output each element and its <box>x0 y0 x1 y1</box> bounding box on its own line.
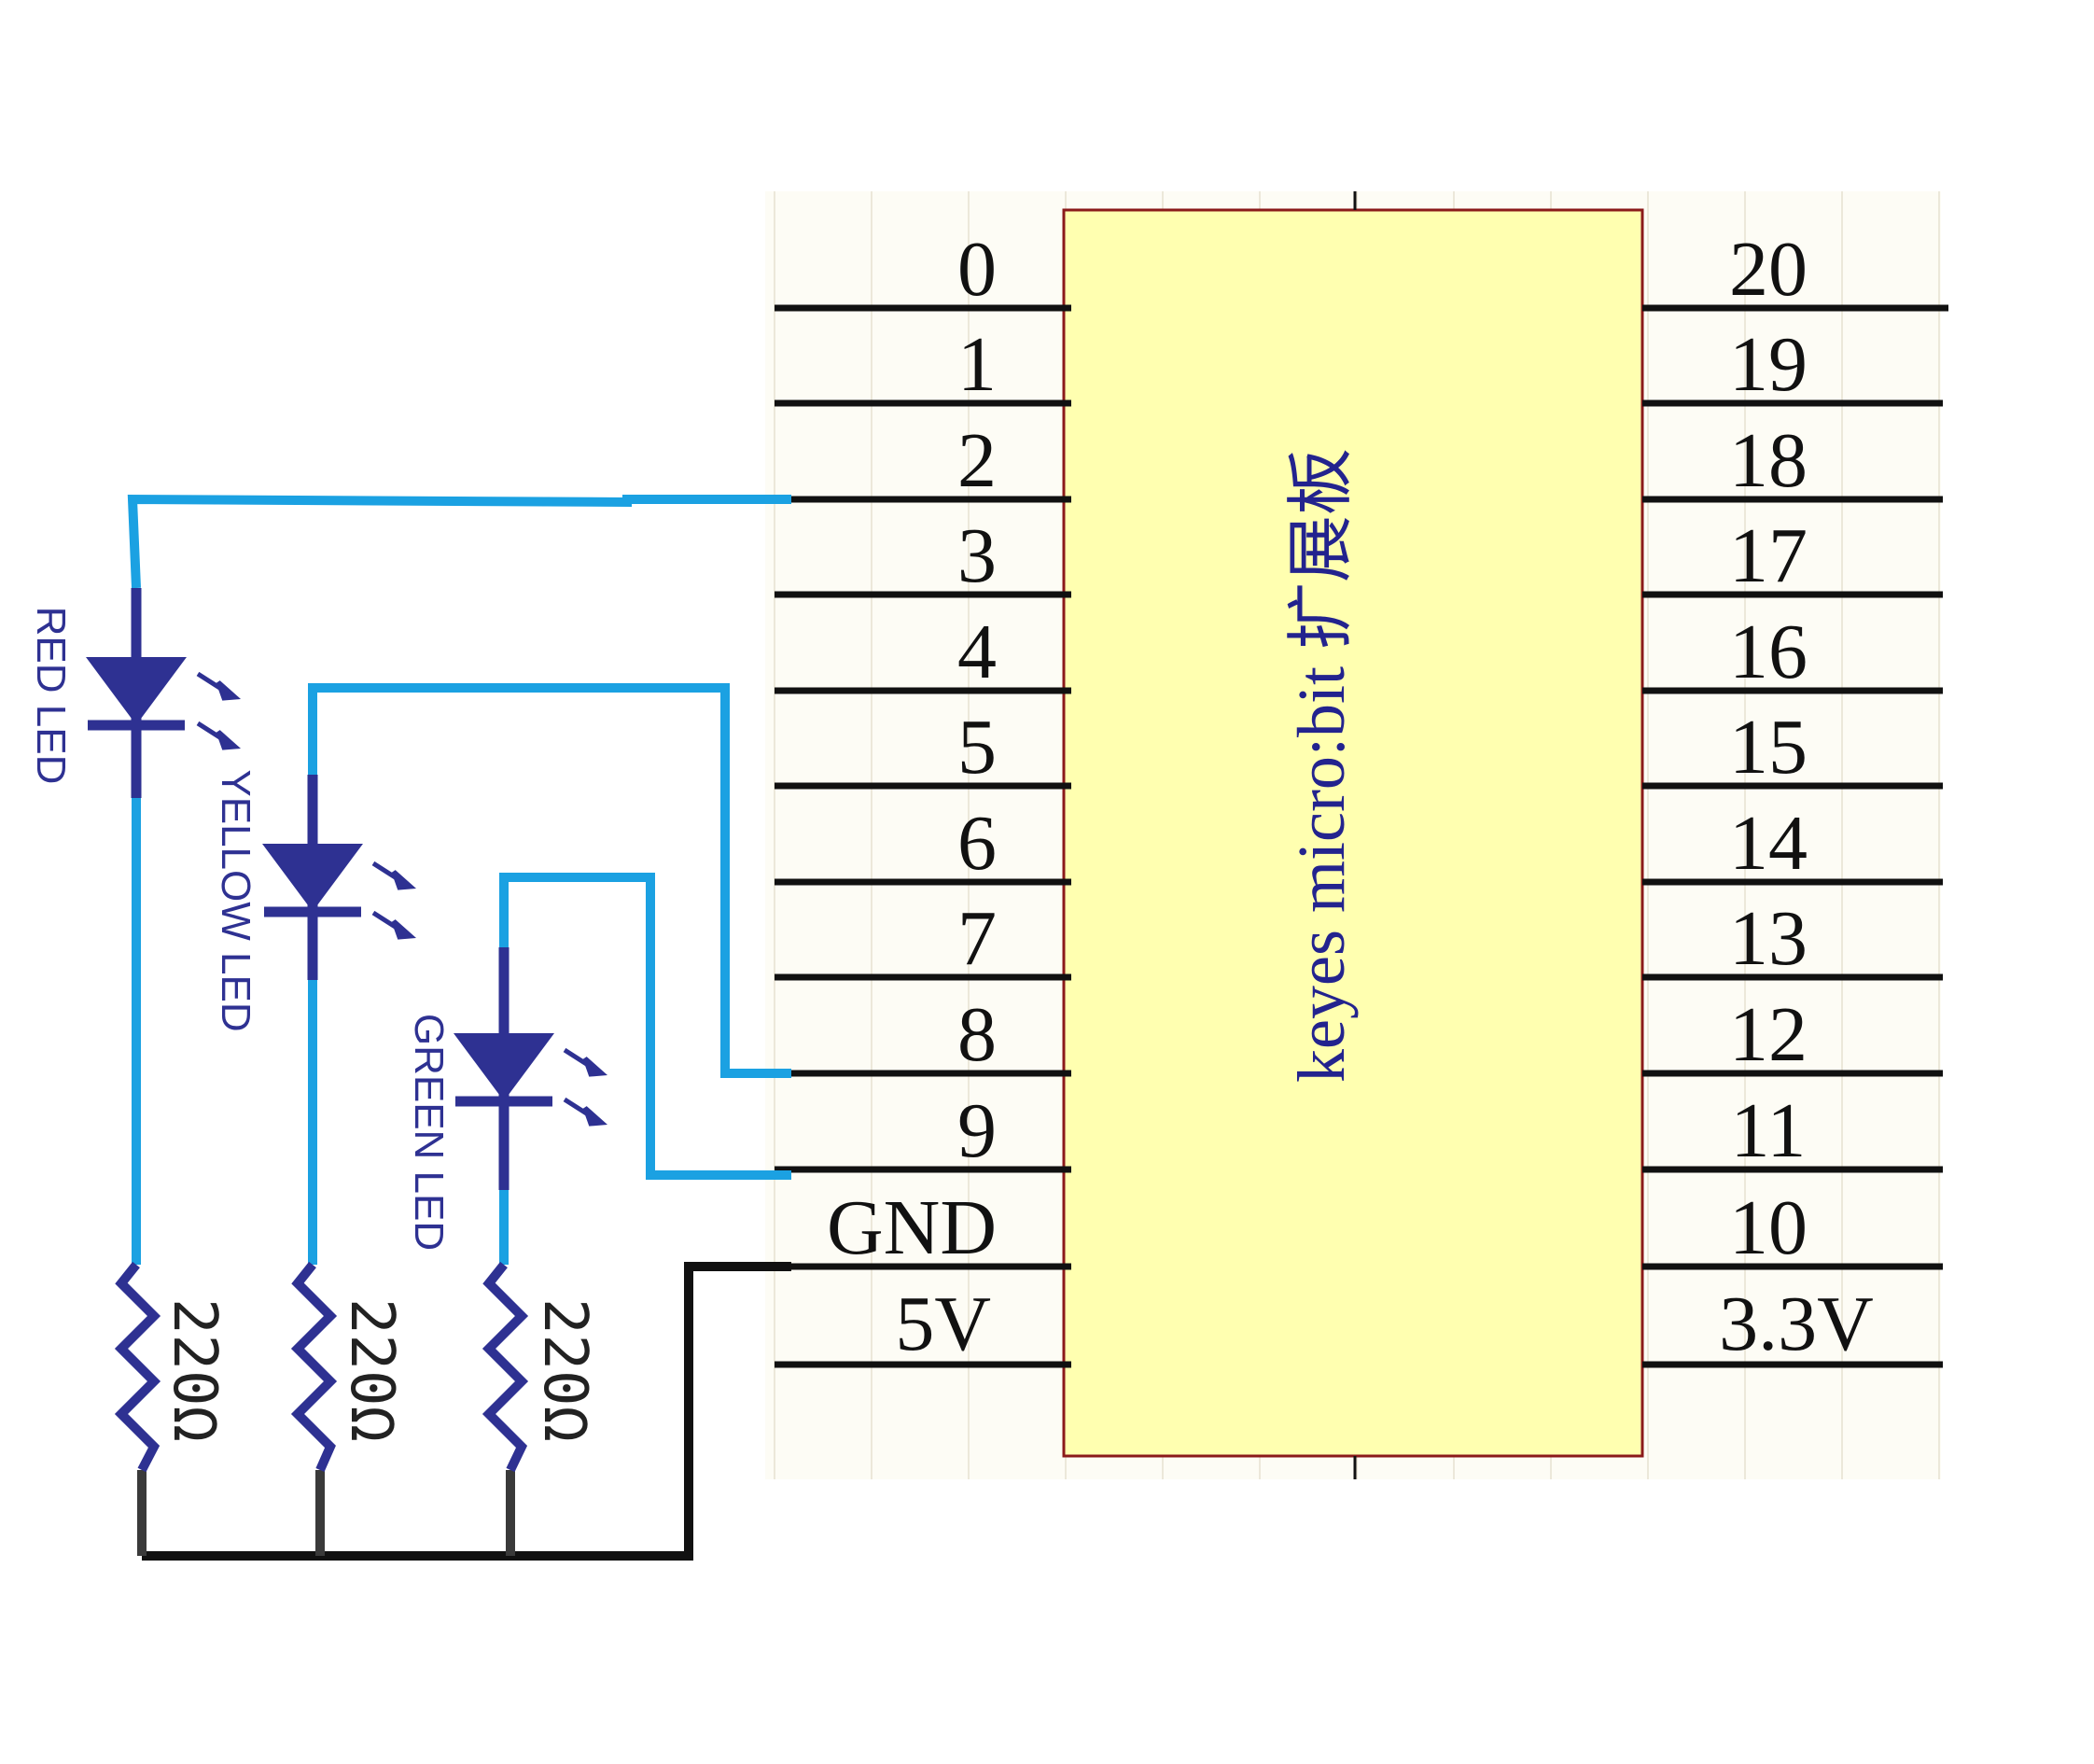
right-pin: 18 <box>1642 417 1943 504</box>
right-pin-label: 13 <box>1729 895 1808 982</box>
right-pin: 14 <box>1642 800 1943 887</box>
left-pin-label: 6 <box>957 800 997 887</box>
left-pin: 2 <box>775 417 1071 504</box>
green-led-signal-wire <box>499 873 791 1180</box>
left-pin-label: 4 <box>957 609 997 695</box>
light-arrow-icon <box>563 1047 608 1127</box>
left-pin: GND <box>775 1184 1071 1271</box>
right-pin-label: 20 <box>1729 226 1808 313</box>
right-pin: 12 <box>1642 991 1943 1078</box>
left-pin-label: 0 <box>957 226 997 313</box>
left-pin: 6 <box>775 800 1071 887</box>
yellow-resistor-label: 220Ω <box>337 1298 406 1442</box>
right-pin: 16 <box>1642 609 1943 695</box>
right-pin-label: 10 <box>1729 1184 1808 1271</box>
red-led <box>86 588 242 798</box>
right-pin: 20 <box>1642 226 1948 313</box>
yellow-led-label: YELLOW LED <box>213 769 258 1031</box>
ground-wires <box>137 1262 791 1561</box>
left-pin-label: 3 <box>957 512 997 599</box>
right-pin: 13 <box>1642 895 1943 982</box>
left-pin: 8 <box>775 991 1071 1078</box>
yellow-led <box>262 775 417 980</box>
right-pin: 17 <box>1642 512 1943 599</box>
green-led-label: GREEN LED <box>406 1014 452 1251</box>
right-pin-label: 19 <box>1729 321 1808 408</box>
right-pin-header: 20 19 18 17 16 15 14 13 12 11 10 3.3V <box>1642 226 1948 1368</box>
red-led-signal-wire <box>127 494 791 589</box>
chip-body <box>1062 208 1644 1458</box>
right-pin: 10 <box>1642 1184 1943 1271</box>
right-pin-label: 17 <box>1729 512 1808 599</box>
red-resistor <box>114 1261 161 1473</box>
right-pin-label: 12 <box>1729 991 1808 1078</box>
yellow-resistor <box>290 1261 338 1473</box>
right-pin: 3.3V <box>1642 1281 1943 1368</box>
green-resistor-label: 220Ω <box>530 1298 599 1442</box>
light-arrow-icon <box>371 861 417 940</box>
left-pin: 4 <box>775 609 1071 695</box>
left-pin: 9 <box>775 1087 1071 1174</box>
left-pin-label: 8 <box>957 991 997 1078</box>
left-pin-label: GND <box>827 1184 997 1271</box>
left-pin-header: 0 1 2 3 4 5 6 7 8 9 GND 5V <box>775 226 1071 1368</box>
right-pin: 11 <box>1642 1087 1943 1174</box>
left-pin-label: 5 <box>957 704 997 791</box>
right-pin-label: 3.3V <box>1719 1281 1874 1367</box>
left-pin: 5V <box>775 1281 1071 1368</box>
light-arrow-icon <box>196 671 242 750</box>
red-resistor-label: 220Ω <box>160 1298 229 1442</box>
left-pin-label: 5V <box>895 1281 991 1367</box>
left-pin-label: 7 <box>957 895 997 982</box>
left-pin-label: 1 <box>957 321 997 408</box>
right-pin-label: 15 <box>1729 704 1808 791</box>
left-pin: 3 <box>775 512 1071 599</box>
right-pin: 19 <box>1642 321 1943 408</box>
left-pin: 1 <box>775 321 1071 408</box>
right-pin-label: 11 <box>1731 1087 1807 1174</box>
left-pin: 0 <box>775 226 1071 313</box>
left-pin: 5 <box>775 704 1071 791</box>
gnd-bus-wire <box>142 1262 791 1561</box>
resistors <box>114 1261 529 1473</box>
green-led <box>454 947 608 1190</box>
red-led-label: RED LED <box>28 607 74 785</box>
signal-wires <box>127 494 791 1265</box>
right-pin: 15 <box>1642 704 1943 791</box>
green-resistor <box>482 1261 529 1473</box>
right-pin-label: 18 <box>1729 417 1808 504</box>
right-pin-label: 14 <box>1729 800 1808 887</box>
right-pin-label: 16 <box>1729 609 1808 695</box>
left-pin: 7 <box>775 895 1071 982</box>
yellow-led-signal-wire <box>308 683 791 1078</box>
left-pin-label: 9 <box>957 1087 997 1174</box>
chip-title: keyes micro:bit 扩展板 <box>1284 448 1359 1083</box>
left-pin-label: 2 <box>957 417 997 504</box>
